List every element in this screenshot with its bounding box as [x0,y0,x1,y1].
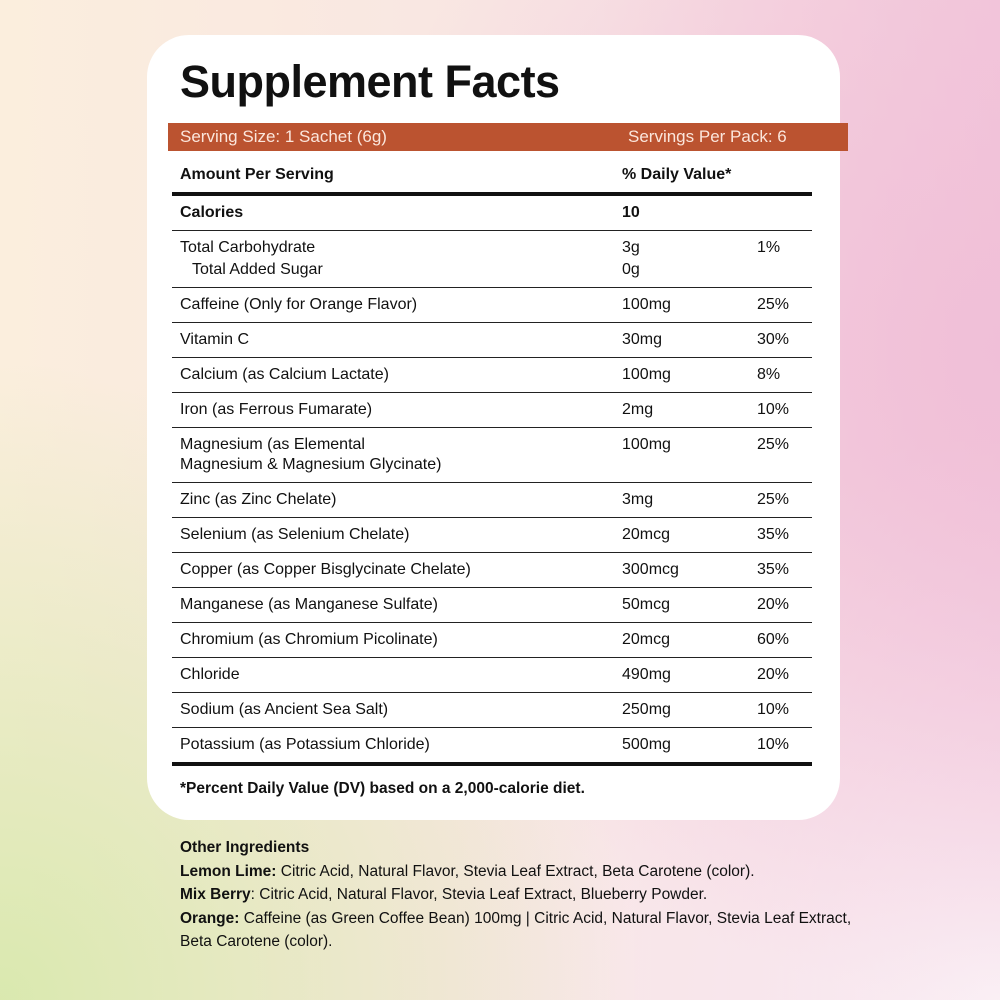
cell: 250mg [622,701,671,718]
cell: 100mg [622,296,671,313]
cell: Copper (as Copper Bisglycinate Chelate) [180,561,471,578]
table-row: Chromium (as Chromium Picolinate) 20mcg 60… [172,623,812,658]
cell: 35% [757,561,790,578]
cell: Total Carbohydrate [180,239,316,256]
cell: 10% [757,701,790,718]
cell: Iron (as Ferrous Fumarate) [180,401,373,418]
cell: Potassium (as Potassium Chloride) [180,736,430,753]
cell: Manganese (as Manganese Sulfate) [180,596,438,613]
cell: 20% [757,666,790,683]
cell: Magnesium (as Elemental Magnesium & Magn… [180,436,442,473]
cell: Total Added Sugar [192,261,323,278]
table-row: Vitamin C 30mg 30% [172,323,812,358]
cell: 60% [757,631,790,648]
cell: 10 [622,204,640,221]
table-row: Amount Per Serving % Daily Value* [172,158,812,196]
flavor-label: Lemon Lime: [180,862,277,880]
cell: 30% [757,331,790,348]
cell: 1% [757,239,781,256]
cell: Vitamin C [180,331,250,348]
cell: 100mg [622,436,671,453]
cell: 25% [757,491,790,508]
serving-size: Serving Size: 1 Sachet (6g) [180,127,387,146]
cell: 300mcg [622,561,679,578]
cell: 25% [757,296,790,313]
flavor-label: Mix Berry [180,886,251,903]
cell: Calories [180,204,244,221]
cell: Chromium (as Chromium Picolinate) [180,631,438,648]
cell: 8% [757,366,781,383]
ingredient-text: Citric Acid, Natural Flavor, Stevia Leaf… [276,862,755,880]
cell: Sodium (as Ancient Sea Salt) [180,701,389,718]
table-row: Sodium (as Ancient Sea Salt) 250mg 10% [172,693,812,728]
ingredient-line: Mix Berry: Citric Acid, Natural Flavor, … [180,883,860,907]
cell: 3g [622,239,640,256]
cell: 500mg [622,736,671,753]
servings-per-pack: Servings Per Pack: 6 [628,127,787,146]
cell: Selenium (as Selenium Chelate) [180,526,410,543]
ingredient-line: Lemon Lime: Citric Acid, Natural Flavor,… [180,860,860,884]
flavor-label: Orange: [180,909,240,927]
cell: 3mg [622,491,654,508]
table-row: Chloride 490mg 20% [172,658,812,693]
cell: % Daily Value* [622,166,732,183]
cell: 30mg [622,331,663,348]
cell: 490mg [622,666,671,683]
table-row: Potassium (as Potassium Chloride) 500mg 10… [172,728,812,766]
cell: 25% [757,436,790,453]
table-row: Total Carbohydrate 3g 1% [172,231,812,259]
footnote: *Percent Daily Value (DV) based on a 2,0… [180,780,585,797]
table-row: Selenium (as Selenium Chelate) 20mcg 35% [172,518,812,553]
cell: 20mcg [622,631,671,648]
cell: Chloride [180,666,240,683]
cell: Amount Per Serving [180,166,334,183]
cell: 10% [757,736,790,753]
cell: 20% [757,596,790,613]
cell: 100mg [622,366,671,383]
ingredient-text: Caffeine (as Green Coffee Bean) 100mg | … [180,909,852,951]
cell: 10% [757,401,790,418]
table-row: Manganese (as Manganese Sulfate) 50mcg 20% [172,588,812,623]
table-row: Iron (as Ferrous Fumarate) 2mg 10% [172,393,812,428]
ingredient-text: : Citric Acid, Natural Flavor, Stevia Le… [250,886,708,903]
table-row: Total Added Sugar 0g [172,259,812,288]
other-ingredients: Other Ingredients Lemon Lime: Citric Aci… [180,836,860,954]
serving-band: Serving Size: 1 Sachet (6g) Servings Per… [168,123,848,151]
cell: Zinc (as Zinc Chelate) [180,491,337,508]
other-title: Other Ingredients [180,839,310,856]
cell: 50mcg [622,596,671,613]
table-row: Calories 10 [172,196,812,231]
facts-table: Amount Per Serving % Daily Value* Calories… [172,158,812,766]
table-row: Caffeine (Only for Orange Flavor) 100mg 25… [172,288,812,323]
cell: 35% [757,526,790,543]
title: Supplement Facts [180,56,560,107]
cell: 2mg [622,401,654,418]
cell: 0g [622,261,640,278]
table-row: Calcium (as Calcium Lactate) 100mg 8% [172,358,812,393]
ingredient-line: Orange: Caffeine (as Green Coffee Bean) … [180,907,860,954]
cell: Caffeine (Only for Orange Flavor) [180,296,418,313]
table-row: Magnesium (as Elemental Magnesium & Magn… [172,428,812,483]
cell: Calcium (as Calcium Lactate) [180,366,389,383]
table-row: Zinc (as Zinc Chelate) 3mg 25% [172,483,812,518]
cell: 20mcg [622,526,671,543]
table-row: Copper (as Copper Bisglycinate Chelate) 3… [172,553,812,588]
